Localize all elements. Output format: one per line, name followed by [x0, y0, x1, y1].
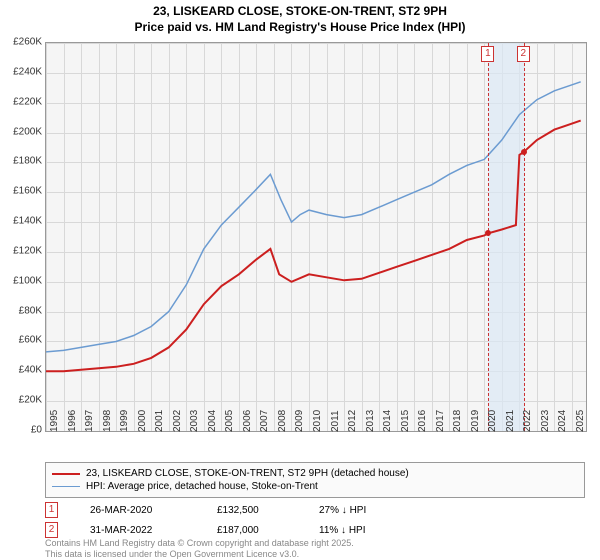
- y-axis-label: £260K: [13, 37, 42, 48]
- x-axis-label: 2006: [242, 410, 253, 432]
- x-axis-label: 2009: [294, 410, 305, 432]
- sale-delta: 11% ↓ HPI: [319, 525, 366, 536]
- x-axis-label: 1999: [119, 410, 130, 432]
- legend-label: HPI: Average price, detached house, Stok…: [86, 481, 318, 492]
- x-axis-label: 2022: [522, 410, 533, 432]
- x-axis-label: 2025: [575, 410, 586, 432]
- x-axis-label: 1995: [49, 410, 60, 432]
- x-axis-label: 2015: [400, 410, 411, 432]
- x-axis-label: 2007: [259, 410, 270, 432]
- sale-dot: [521, 149, 527, 155]
- y-axis-label: £0: [31, 425, 42, 436]
- y-axis-label: £40K: [19, 365, 42, 376]
- sale-row-marker: 1: [45, 502, 58, 518]
- sale-marker-line: [488, 43, 489, 431]
- legend-item: HPI: Average price, detached house, Stok…: [52, 480, 578, 493]
- sale-price: £132,500: [217, 505, 287, 516]
- legend-label: 23, LISKEARD CLOSE, STOKE-ON-TRENT, ST2 …: [86, 468, 409, 479]
- x-axis-label: 2012: [347, 410, 358, 432]
- sale-date: 26-MAR-2020: [90, 505, 185, 516]
- x-axis-label: 2017: [435, 410, 446, 432]
- sale-marker-line: [524, 43, 525, 431]
- series-price_paid: [46, 121, 581, 372]
- x-axis-label: 1996: [67, 410, 78, 432]
- y-axis-label: £60K: [19, 335, 42, 346]
- line-svg: [46, 43, 586, 431]
- x-axis-label: 1998: [102, 410, 113, 432]
- sale-marker-label: 2: [517, 46, 530, 62]
- sale-row-marker: 2: [45, 522, 58, 538]
- x-axis-label: 2024: [557, 410, 568, 432]
- y-axis-label: £200K: [13, 126, 42, 137]
- chart-title: 23, LISKEARD CLOSE, STOKE-ON-TRENT, ST2 …: [0, 0, 600, 35]
- x-axis-label: 2014: [382, 410, 393, 432]
- x-axis-label: 2023: [540, 410, 551, 432]
- x-axis-label: 2016: [417, 410, 428, 432]
- y-axis-label: £20K: [19, 395, 42, 406]
- y-axis-label: £240K: [13, 66, 42, 77]
- x-axis-label: 2010: [312, 410, 323, 432]
- legend-swatch: [52, 473, 80, 475]
- sale-price: £187,000: [217, 525, 287, 536]
- sale-row: 1 26-MAR-2020 £132,500 27% ↓ HPI: [45, 500, 366, 520]
- x-axis-label: 2018: [452, 410, 463, 432]
- footer-attribution: Contains HM Land Registry data © Crown c…: [45, 538, 354, 560]
- title-line-2: Price paid vs. HM Land Registry's House …: [0, 20, 600, 36]
- y-axis-label: £180K: [13, 156, 42, 167]
- x-axis-label: 2011: [330, 410, 341, 432]
- footer-line-1: Contains HM Land Registry data © Crown c…: [45, 538, 354, 549]
- sales-table: 1 26-MAR-2020 £132,500 27% ↓ HPI 2 31-MAR-202…: [45, 500, 366, 540]
- y-axis-label: £140K: [13, 216, 42, 227]
- title-line-1: 23, LISKEARD CLOSE, STOKE-ON-TRENT, ST2 …: [0, 4, 600, 20]
- x-axis-label: 1997: [84, 410, 95, 432]
- y-axis-label: £220K: [13, 96, 42, 107]
- x-axis-label: 2021: [505, 410, 516, 432]
- x-axis-label: 2005: [224, 410, 235, 432]
- legend-swatch: [52, 486, 80, 487]
- footer-line-2: This data is licensed under the Open Gov…: [45, 549, 354, 560]
- x-axis-label: 2013: [365, 410, 376, 432]
- x-axis-label: 2008: [277, 410, 288, 432]
- x-axis-label: 2002: [172, 410, 183, 432]
- series-hpi: [46, 82, 581, 352]
- y-axis-label: £100K: [13, 275, 42, 286]
- sale-row: 2 31-MAR-2022 £187,000 11% ↓ HPI: [45, 520, 366, 540]
- chart-container: 23, LISKEARD CLOSE, STOKE-ON-TRENT, ST2 …: [0, 0, 600, 560]
- x-axis-label: 2020: [487, 410, 498, 432]
- y-axis-label: £160K: [13, 186, 42, 197]
- sale-dot: [485, 230, 491, 236]
- y-axis-label: £80K: [19, 305, 42, 316]
- x-axis-label: 2000: [137, 410, 148, 432]
- sale-date: 31-MAR-2022: [90, 525, 185, 536]
- y-axis-label: £120K: [13, 245, 42, 256]
- legend-item: 23, LISKEARD CLOSE, STOKE-ON-TRENT, ST2 …: [52, 467, 578, 480]
- x-axis-label: 2004: [207, 410, 218, 432]
- sale-delta: 27% ↓ HPI: [319, 505, 366, 516]
- sale-marker-label: 1: [481, 46, 494, 62]
- legend-box: 23, LISKEARD CLOSE, STOKE-ON-TRENT, ST2 …: [45, 462, 585, 498]
- x-axis-label: 2001: [154, 410, 165, 432]
- plot-area: [45, 42, 587, 432]
- x-axis-label: 2003: [189, 410, 200, 432]
- x-axis-label: 2019: [470, 410, 481, 432]
